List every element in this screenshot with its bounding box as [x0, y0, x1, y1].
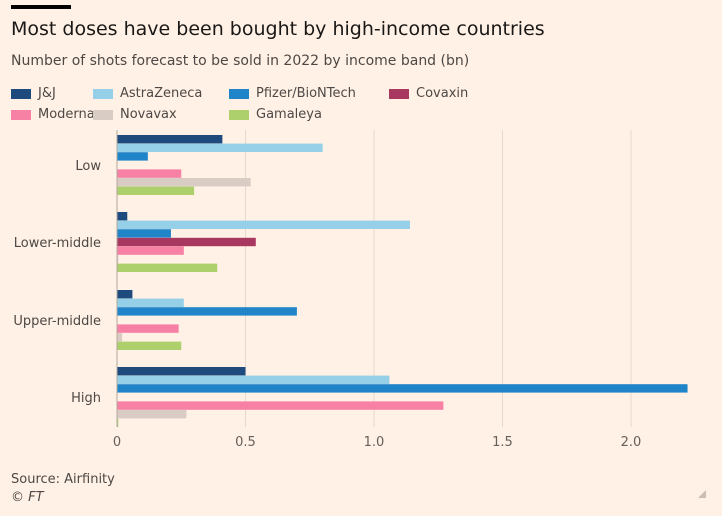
legend-label: J&J: [38, 86, 56, 101]
bar: [117, 263, 218, 272]
bar: [117, 375, 390, 384]
bar: [117, 178, 251, 187]
bar: [117, 143, 323, 152]
bar: [117, 418, 119, 427]
legend: J&J AstraZeneca Pfizer/BioNTech Covaxin Mode…: [11, 86, 711, 126]
bar: [117, 410, 187, 419]
y-category-label: Low: [75, 159, 101, 174]
x-tick-label: 0.5: [235, 435, 256, 450]
legend-label: AstraZeneca: [120, 86, 203, 101]
chart-subtitle: Number of shots forecast to be sold in 2…: [11, 53, 470, 69]
x-tick-label: 0: [113, 435, 121, 450]
chart-title: Most doses have been bought by high-inco…: [11, 18, 545, 40]
bar: [117, 341, 182, 350]
legend-swatch: [229, 89, 249, 99]
bar: [117, 324, 179, 333]
x-tick-label: 1.5: [492, 435, 513, 450]
bar: [117, 237, 256, 247]
legend-swatch: [93, 110, 113, 120]
bar: [117, 135, 223, 144]
y-category-label: Upper-middle: [13, 314, 101, 329]
y-category-label: High: [71, 391, 101, 406]
legend-swatch: [93, 89, 113, 99]
legend-swatch: [389, 89, 409, 99]
resize-handle-icon: [698, 490, 706, 498]
bar: [117, 298, 184, 307]
bar: [117, 255, 119, 264]
legend-label: Moderna: [38, 107, 95, 122]
copyright-note: © FT: [11, 490, 44, 505]
bar: [117, 212, 128, 221]
legend-swatch: [229, 110, 249, 120]
y-category-label: Lower-middle: [14, 236, 101, 251]
bar: [117, 152, 148, 161]
bar: [117, 290, 133, 299]
bar: [117, 186, 195, 195]
legend-label: Pfizer/BioNTech: [256, 86, 356, 101]
bar: [117, 307, 297, 316]
legend-swatch: [11, 110, 31, 120]
bar: [117, 384, 688, 393]
bar: [117, 367, 246, 376]
bar-chart: 0 0.5 1.0 1.5 2.0 Low Lower-middle Upper-middle…: [13, 130, 688, 450]
bar: [117, 401, 444, 410]
legend-swatch: [11, 89, 31, 99]
brand-bar: [11, 5, 71, 9]
legend-label: Novavax: [120, 107, 177, 122]
bar: [117, 229, 171, 238]
x-tick-label: 1.0: [364, 435, 385, 450]
bar: [117, 246, 184, 255]
source-note: Source: Airfinity: [11, 472, 115, 487]
x-tick-label: 2.0: [621, 435, 642, 450]
bar: [117, 333, 123, 342]
legend-label: Covaxin: [416, 86, 469, 101]
bar: [117, 169, 182, 178]
legend-label: Gamaleya: [256, 107, 322, 122]
bar: [117, 220, 410, 229]
